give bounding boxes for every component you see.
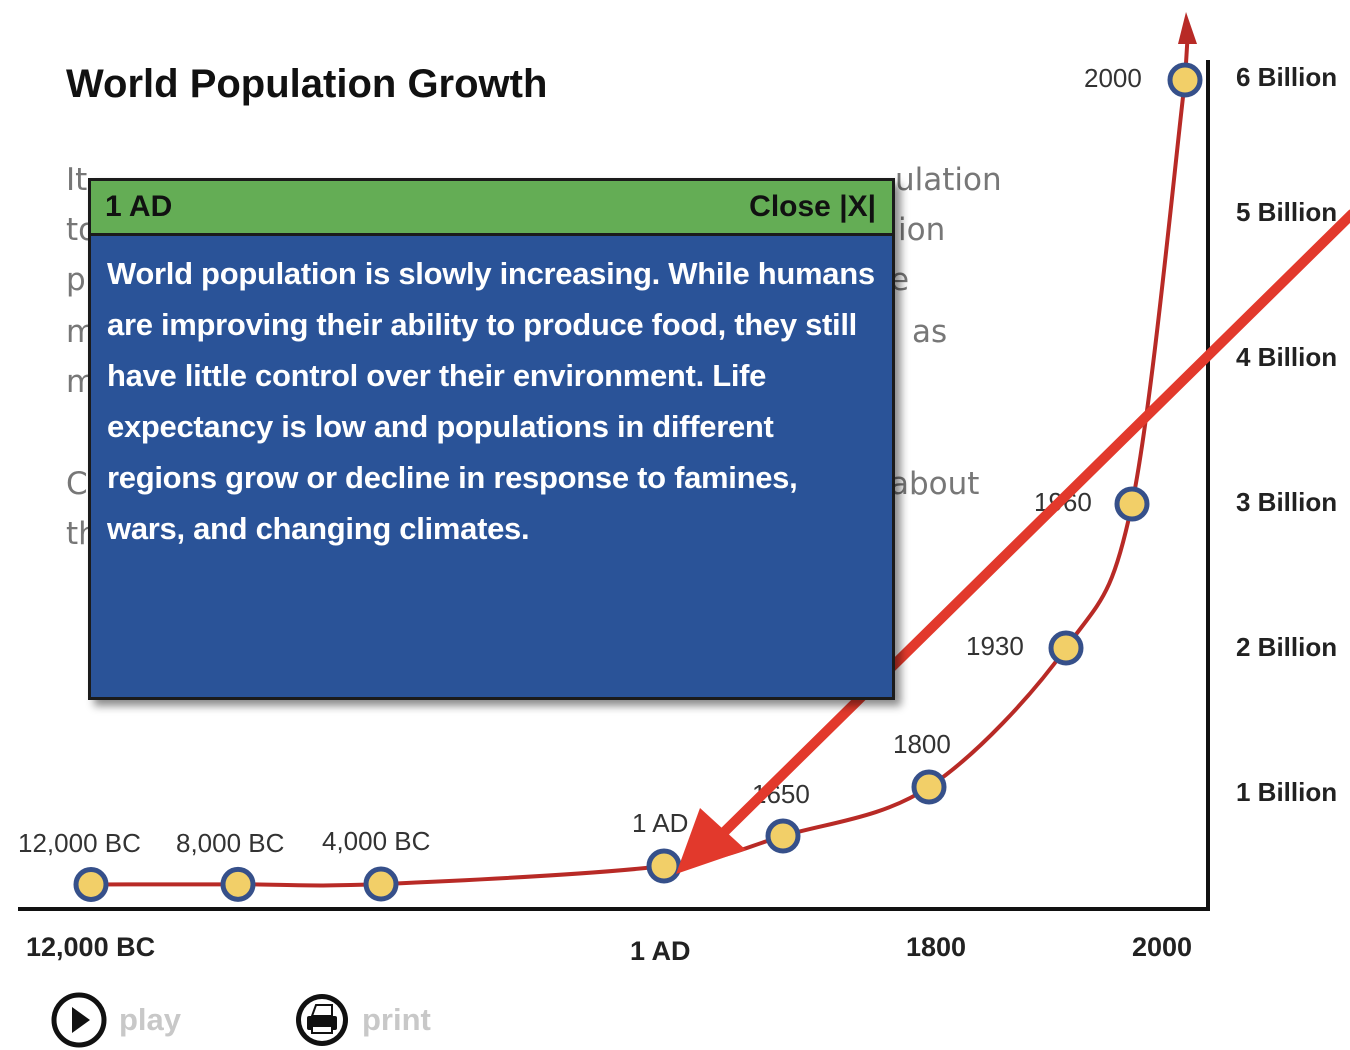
play-label: play (119, 1002, 182, 1037)
popup-body-text: World population is slowly increasing. W… (107, 256, 875, 546)
y-tick-label: 1 Billion (1236, 777, 1337, 807)
data-point-label: 1930 (966, 631, 1024, 661)
intro-text: as (912, 314, 948, 350)
y-tick-label: 3 Billion (1236, 487, 1337, 517)
y-tick-label: 5 Billion (1236, 197, 1337, 227)
y-tick-label: 4 Billion (1236, 342, 1337, 372)
data-point-markers (73, 62, 1203, 902)
data-point-marker[interactable] (911, 769, 947, 805)
data-point-label: 1800 (893, 729, 951, 759)
intro-text: about (890, 466, 980, 502)
x-tick-label: 2000 (1132, 932, 1192, 962)
play-button[interactable]: play (49, 990, 181, 1050)
data-point-marker[interactable] (646, 848, 682, 884)
data-point-label: 12,000 BC (18, 828, 141, 858)
data-point-marker[interactable] (1048, 630, 1084, 666)
annotation-arrowhead-icon (676, 808, 746, 874)
popup-close-button[interactable]: Close |X| (749, 190, 876, 223)
printer-icon (296, 994, 348, 1046)
play-icon (51, 992, 107, 1048)
x-tick-label: 1800 (906, 932, 966, 962)
popup-header: 1 AD Close |X| (91, 181, 892, 236)
data-point-labels: 12,000 BC 8,000 BC 4,000 BC1 AD16501800193… (18, 63, 1142, 858)
page-title: World Population Growth (66, 62, 548, 106)
data-point-marker[interactable] (1167, 62, 1203, 98)
data-point-label: 1 AD (632, 808, 688, 838)
data-point-label: 4,000 BC (322, 826, 430, 856)
data-point-marker[interactable] (220, 866, 256, 902)
print-button[interactable]: print (292, 990, 431, 1050)
intro-text: p (66, 262, 86, 298)
x-tick-label: 1 AD (630, 936, 691, 966)
data-point-marker[interactable] (363, 866, 399, 902)
annotation-arrow (705, 209, 1350, 851)
intro-text: ion (898, 212, 946, 248)
data-point-label: 2000 (1084, 63, 1142, 93)
popup-title: 1 AD (105, 190, 173, 223)
y-tick-label: 6 Billion (1236, 62, 1337, 92)
intro-text: It (66, 162, 88, 198)
intro-text: C (66, 466, 88, 502)
y-tick-label: 2 Billion (1236, 632, 1337, 662)
data-point-marker[interactable] (765, 818, 801, 854)
data-point-marker[interactable] (1114, 486, 1150, 522)
data-point-marker[interactable] (73, 866, 109, 902)
intro-text: ulation (895, 162, 1002, 198)
x-tick-label: 12,000 BC (26, 932, 155, 962)
print-label: print (362, 1002, 431, 1037)
data-point-label: 8,000 BC (176, 828, 284, 858)
curve-arrowhead-icon (1178, 12, 1197, 44)
info-popup: 1 AD Close |X| World population is slowl… (88, 178, 895, 700)
